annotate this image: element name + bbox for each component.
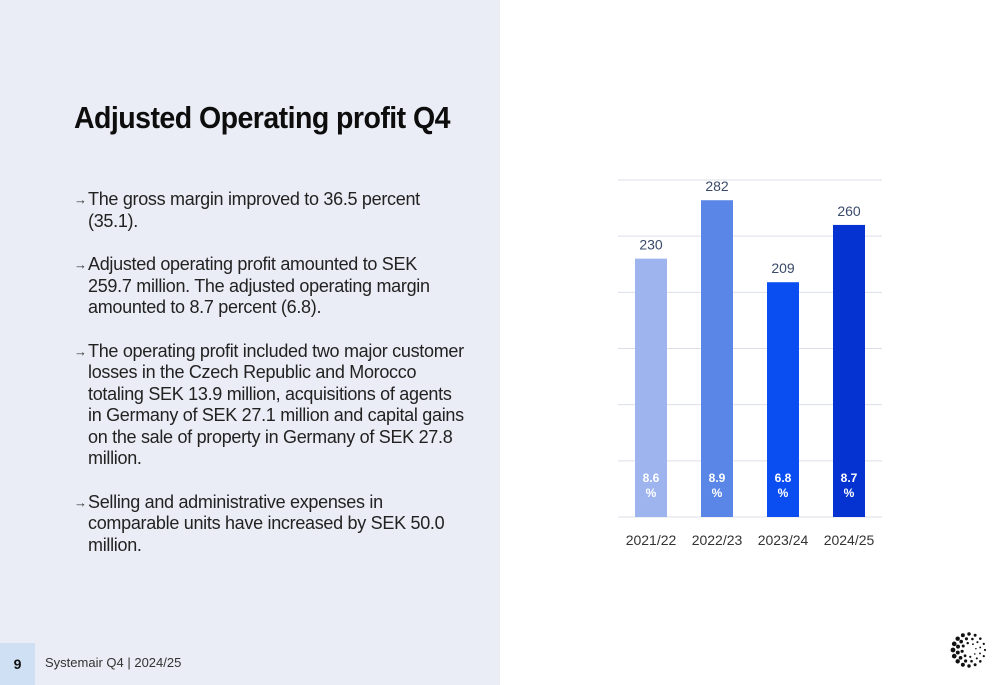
logo-dot <box>955 636 960 641</box>
chart-labels: 230 8.6% 2021/22 282 8.9% 2022/23 209 6.8% 2023/… <box>626 178 875 548</box>
bar-inner-label: 8.6 <box>643 471 660 485</box>
bar-value-label: 230 <box>639 237 663 253</box>
arrow-right-icon: → <box>74 343 87 359</box>
bar-inner-label: % <box>646 486 657 500</box>
bar-inner-label: 8.7 <box>841 471 858 485</box>
logo-dot <box>969 655 972 658</box>
logo-dot <box>951 641 957 647</box>
logo-dot <box>975 647 977 650</box>
logo-dot <box>979 637 982 640</box>
logo-dot <box>979 660 982 663</box>
logo-dot <box>958 655 963 660</box>
bar <box>701 200 733 517</box>
logo-dot <box>979 652 981 655</box>
logo-dot <box>970 659 973 663</box>
bar-inner-label: 8.9 <box>709 471 726 485</box>
category-label: 2022/23 <box>692 532 743 548</box>
logo-dot <box>971 637 974 641</box>
bar-value-label: 209 <box>771 260 795 276</box>
bar-value-label: 282 <box>705 178 729 194</box>
bar <box>833 224 865 517</box>
logo-dot <box>966 641 969 645</box>
chart-bars <box>635 200 865 517</box>
bullet-list: → The gross margin improved to 36.5 perce… <box>74 189 464 578</box>
bullet-item: → The gross margin improved to 36.5 perce… <box>74 189 464 232</box>
bullet-text: The operating profit included two major … <box>88 340 464 469</box>
logo-dot <box>973 653 976 655</box>
logo-dot <box>973 633 977 637</box>
logo-dot <box>976 641 979 644</box>
bar-inner-label: % <box>712 486 723 500</box>
bar <box>635 258 667 517</box>
logo-dot <box>956 644 960 649</box>
bullet-item: → Adjusted operating profit amounted to S… <box>74 254 464 319</box>
logo-dot <box>983 648 987 652</box>
logo-dot <box>951 653 957 659</box>
arrow-right-icon: → <box>74 192 87 207</box>
bar-inner-label: % <box>778 486 789 500</box>
logo-dot <box>963 659 968 663</box>
slide-title: Adjusted Operating profit Q4 <box>74 100 450 135</box>
logo-dot <box>960 633 965 638</box>
logo-dot <box>961 644 965 648</box>
logo-dot <box>967 632 971 636</box>
logo-dot <box>964 637 969 641</box>
logo-dot <box>960 662 965 667</box>
logo-dot <box>955 650 960 655</box>
logo-dot <box>950 647 956 653</box>
dotted-circle-logo-icon <box>950 632 987 668</box>
page-number: 9 <box>0 643 35 685</box>
logo-dot <box>955 659 960 664</box>
bullet-item: → The operating profit included two major… <box>74 341 464 470</box>
logo-dot <box>972 643 974 646</box>
logo-dot <box>973 663 977 667</box>
bar-chart: 230 8.6% 2021/22 282 8.9% 2022/23 209 6.8% 2023/… <box>618 178 882 548</box>
logo-dot <box>982 642 985 646</box>
footer-text: Systemair Q4 | 2024/25 <box>45 655 182 670</box>
logo-dot <box>960 649 964 653</box>
category-label: 2021/22 <box>626 532 677 548</box>
bullet-item: → Selling and administrative expenses in … <box>74 492 464 557</box>
arrow-right-icon: → <box>74 257 87 272</box>
logo-dot <box>967 664 971 668</box>
logo-dot <box>975 657 978 660</box>
arrow-right-icon: → <box>74 494 87 510</box>
logo-dot <box>959 639 964 644</box>
logo-dot <box>982 654 985 658</box>
bar-inner-label: 6.8 <box>775 471 792 485</box>
category-label: 2023/24 <box>758 532 809 548</box>
bullet-text: The gross margin improved to 36.5 percen… <box>88 189 420 231</box>
bullet-text: Adjusted operating profit amounted to SE… <box>88 254 430 317</box>
bar-value-label: 260 <box>837 203 861 219</box>
bar <box>767 282 799 517</box>
logo-dot <box>963 654 967 658</box>
bar-inner-label: % <box>844 486 855 500</box>
bullet-text: Selling and administrative expenses in c… <box>88 491 445 555</box>
category-label: 2024/25 <box>824 532 875 548</box>
logo-dot <box>979 646 982 649</box>
left-panel <box>0 0 500 685</box>
